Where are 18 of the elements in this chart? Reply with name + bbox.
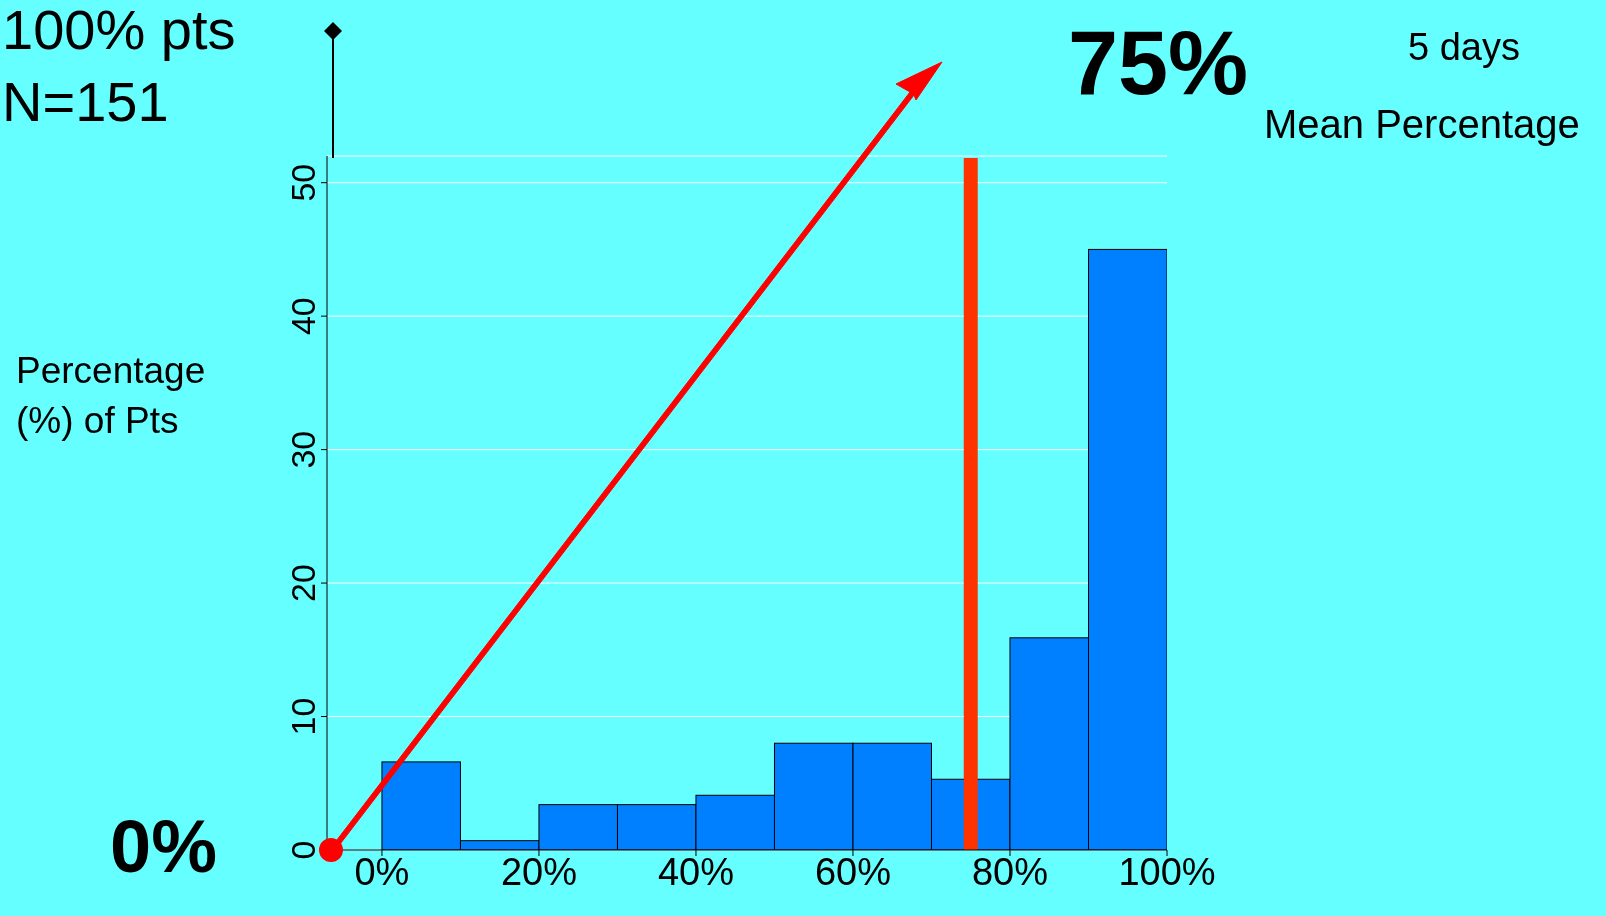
y-tick-label: 10 [284, 697, 322, 736]
ref-line-label: 75% [1068, 13, 1249, 113]
y-tick-label: 0 [284, 840, 322, 860]
y-tick-label: 30 [284, 430, 322, 469]
text: 100% pts [2, 0, 236, 61]
x-tick-label: 60% [814, 850, 892, 893]
text: N=151 [2, 70, 169, 133]
text: 5 days [1408, 26, 1520, 68]
x-tick-label: 0% [354, 850, 410, 893]
y-tick-label: 50 [284, 163, 322, 202]
y-tick-label: 40 [284, 297, 322, 336]
x-tick-label: 20% [500, 850, 577, 893]
y-axis-title: Percentage (%) of Pts [16, 349, 206, 443]
x-tick-label: 40% [657, 850, 734, 893]
text: Mean Percentage [1264, 102, 1580, 146]
y-tick-label: 20 [284, 564, 322, 602]
x-tick-label: 100% [1118, 850, 1216, 893]
x-tick-label: 80% [971, 850, 1049, 893]
